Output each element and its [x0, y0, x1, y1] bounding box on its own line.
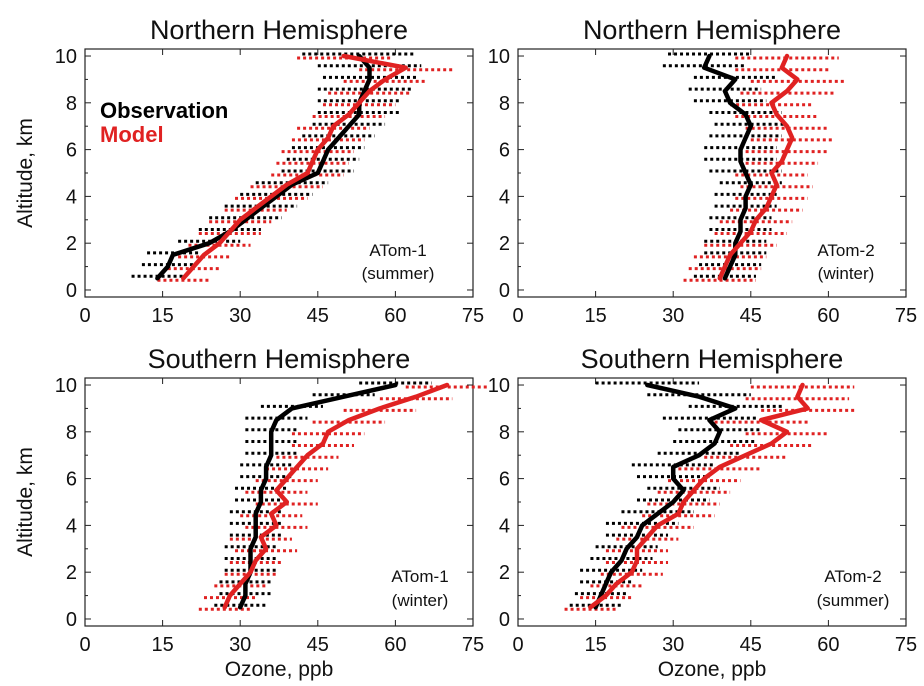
- y-tick-label: 4: [66, 515, 77, 537]
- y-tick-label: 10: [488, 375, 510, 397]
- x-tick-label: 30: [229, 305, 251, 327]
- panel-annotation: ATom-2 (winter): [817, 241, 874, 283]
- x-tick-label: 30: [662, 305, 684, 327]
- profile-line-model: [588, 382, 810, 610]
- y-tick-label: 0: [66, 609, 77, 631]
- x-tick-label: 60: [817, 634, 839, 656]
- x-tick-label: 45: [740, 305, 762, 327]
- panel-title: Northern Hemisphere: [150, 15, 408, 45]
- y-tick-label: 2: [499, 562, 510, 584]
- annotation-line-2: (summer): [817, 591, 890, 610]
- y-tick-label: 2: [66, 233, 77, 255]
- x-tick-label: 75: [895, 634, 917, 656]
- profile-line-model: [717, 53, 800, 281]
- plot-area: 0 15 30 45 60 75 0 2 4 6 8 10: [55, 375, 489, 656]
- x-tick-label: 15: [151, 634, 173, 656]
- x-tick-label: 60: [384, 305, 406, 327]
- x-tick-label: 45: [307, 634, 329, 656]
- y-tick-label: 6: [499, 469, 510, 491]
- panel-southern-atom2: 0 15 30 45 60 75 0 2 4 6 8 10 Southern Hemisphere A…: [488, 344, 917, 681]
- profile-line-observation: [593, 382, 738, 610]
- y-tick-label: 0: [499, 609, 510, 631]
- panel-title: Northern Hemisphere: [583, 15, 841, 45]
- panel-annotation: ATom-1 (summer): [362, 241, 435, 283]
- x-tick-label: 60: [817, 305, 839, 327]
- y-tick-label: 10: [55, 375, 77, 397]
- x-tick-label: 75: [462, 634, 484, 656]
- plot-area: 0 15 30 45 60 75 0 2 4 6 8 10: [488, 375, 917, 656]
- y-tick-label: 0: [499, 280, 510, 302]
- y-tick-label: 0: [66, 280, 77, 302]
- panel-southern-atom1: 0 15 30 45 60 75 0 2 4 6 8 10 Southern Hemisphere A…: [55, 344, 489, 681]
- y-tick-label: 8: [66, 422, 77, 444]
- y-axis-label-top: Altitude, km: [14, 118, 37, 228]
- panel-annotation: ATom-2 (summer): [817, 567, 890, 610]
- x-tick-label: 30: [229, 634, 251, 656]
- x-tick-label: 0: [512, 634, 523, 656]
- annotation-line-1: ATom-1: [369, 241, 426, 260]
- x-tick-label: 75: [895, 305, 917, 327]
- legend-model: Model: [100, 122, 164, 147]
- x-axis-label: Ozone, ppb: [225, 658, 334, 681]
- plot-area: 0 15 30 45 60 75 0 2 4 6 8 10: [488, 46, 917, 327]
- annotation-line-2: (winter): [392, 591, 449, 610]
- x-tick-label: 0: [79, 305, 90, 327]
- axes-frame: [84, 377, 474, 627]
- x-tick-label: 0: [512, 305, 523, 327]
- y-tick-label: 8: [499, 422, 510, 444]
- y-tick-label: 6: [66, 469, 77, 491]
- axes-frame: [517, 377, 907, 627]
- panel-northern-atom1: 0 15 30 45 60 75 0 2 4 6 8 10 Northern Hemisphere A…: [55, 15, 484, 327]
- series-observation: [569, 381, 782, 607]
- annotation-line-2: (winter): [818, 264, 875, 283]
- x-tick-label: 45: [740, 634, 762, 656]
- y-tick-label: 4: [499, 515, 510, 537]
- profile-line-model: [222, 382, 450, 610]
- x-tick-label: 45: [307, 305, 329, 327]
- x-tick-label: 60: [384, 634, 406, 656]
- x-tick-label: 75: [462, 305, 484, 327]
- x-axis-label: Ozone, ppb: [658, 658, 767, 681]
- y-axis-label-bottom: Altitude, km: [14, 447, 37, 557]
- y-tick-label: 4: [499, 186, 510, 208]
- panel-northern-atom2: 0 15 30 45 60 75 0 2 4 6 8 10 Northern Hemisphere A…: [488, 15, 917, 327]
- profile-line-model: [181, 53, 408, 281]
- annotation-line-2: (summer): [362, 264, 435, 283]
- panel-title: Southern Hemisphere: [148, 344, 411, 374]
- y-tick-label: 2: [499, 233, 510, 255]
- y-tick-label: 2: [66, 562, 77, 584]
- profile-line-observation: [155, 53, 372, 281]
- y-tick-label: 6: [66, 140, 77, 162]
- legend-observation: Observation: [100, 98, 228, 123]
- y-tick-label: 8: [66, 93, 77, 115]
- panel-annotation: ATom-1 (winter): [391, 567, 448, 610]
- x-tick-label: 15: [584, 305, 606, 327]
- plot-area: 0 15 30 45 60 75 0 2 4 6 8 10: [55, 46, 484, 327]
- x-tick-label: 15: [584, 634, 606, 656]
- y-tick-label: 8: [499, 93, 510, 115]
- panel-title: Southern Hemisphere: [581, 344, 844, 374]
- annotation-line-1: ATom-2: [817, 241, 874, 260]
- series-observation: [662, 52, 788, 278]
- y-tick-label: 6: [499, 140, 510, 162]
- y-tick-label: 10: [55, 46, 77, 68]
- profile-line-observation: [701, 53, 754, 281]
- annotation-line-1: ATom-2: [824, 567, 881, 586]
- x-tick-label: 15: [151, 305, 173, 327]
- x-tick-label: 0: [79, 634, 90, 656]
- y-tick-label: 10: [488, 46, 510, 68]
- annotation-line-1: ATom-1: [391, 567, 448, 586]
- x-tick-label: 30: [662, 634, 684, 656]
- y-tick-label: 4: [66, 186, 77, 208]
